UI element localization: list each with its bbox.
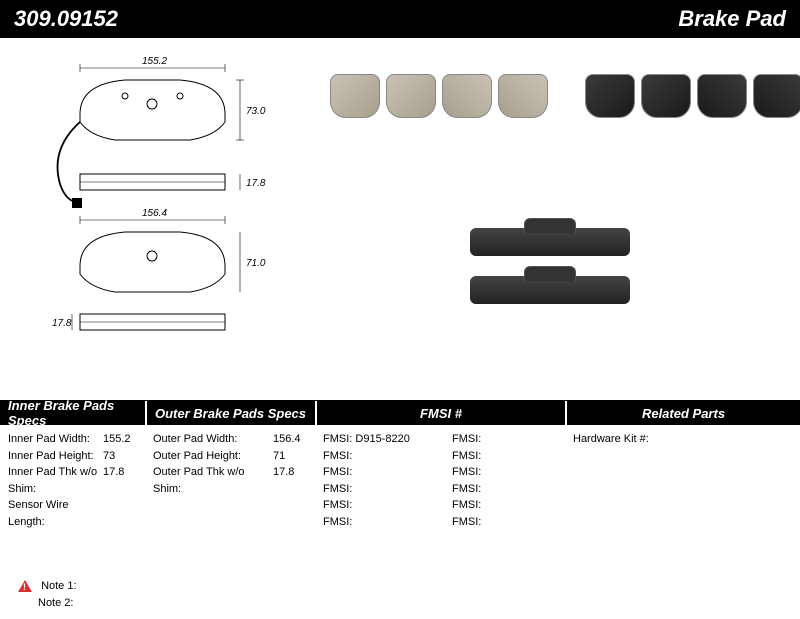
spec-label: Outer Pad Thk w/o Shim:	[153, 464, 273, 497]
pad-photo	[585, 74, 635, 118]
spec-value: 155.2	[103, 431, 137, 448]
related-col: Related Parts Hardware Kit #:	[565, 401, 800, 580]
fmsi-row: FMSI:	[323, 514, 428, 531]
related-body: Hardware Kit #:	[565, 425, 800, 454]
dim-top-thick: 17.8	[246, 178, 266, 189]
photo-side-group	[470, 228, 630, 304]
product-photos	[300, 38, 800, 400]
pad-side-photo	[470, 228, 630, 256]
spec-label: Sensor Wire Length:	[8, 497, 103, 530]
photo-group-light	[330, 74, 548, 118]
pad-photo	[498, 74, 548, 118]
header-bar: 309.09152 Brake Pad	[0, 0, 800, 38]
inner-specs-body: Inner Pad Width:155.2 Inner Pad Height:7…	[0, 425, 145, 536]
note-row: Note 2:	[18, 595, 77, 612]
fmsi-row: FMSI:	[323, 464, 428, 481]
product-type: Brake Pad	[678, 6, 786, 32]
fmsi-row: FMSI:	[452, 464, 557, 481]
technical-drawing: 155.2 73.0 17.8	[0, 38, 300, 400]
note-row: Note 1:	[18, 578, 77, 595]
pad-photo	[442, 74, 492, 118]
dim-bottom-thick: 17.8	[52, 318, 72, 329]
pad-photo	[641, 74, 691, 118]
specs-area: Inner Brake Pads Specs Inner Pad Width:1…	[0, 400, 800, 580]
fmsi-row: FMSI:	[452, 431, 557, 448]
spec-value	[758, 431, 792, 448]
outer-specs-body: Outer Pad Width:156.4 Outer Pad Height:7…	[145, 425, 315, 503]
part-number: 309.09152	[14, 6, 118, 32]
spec-value: 73	[103, 448, 137, 465]
pad-photo	[386, 74, 436, 118]
fmsi-col: FMSI # FMSI: D915-8220 FMSI: FMSI: FMSI:…	[315, 401, 565, 580]
drawing-svg: 155.2 73.0 17.8	[30, 56, 300, 396]
photo-group-dark	[585, 74, 800, 118]
inner-specs-col: Inner Brake Pads Specs Inner Pad Width:1…	[0, 401, 145, 580]
pad-photo	[697, 74, 747, 118]
spec-label: Hardware Kit #:	[573, 431, 758, 448]
fmsi-header: FMSI #	[315, 401, 565, 425]
spec-label: Inner Pad Height:	[8, 448, 103, 465]
fmsi-left: FMSI: D915-8220 FMSI: FMSI: FMSI: FMSI: …	[323, 431, 428, 530]
fmsi-right: FMSI: FMSI: FMSI: FMSI: FMSI: FMSI:	[452, 431, 557, 530]
pad-side-photo	[470, 276, 630, 304]
pad-photo	[753, 74, 800, 118]
notes-area: Note 1: Note 2:	[18, 578, 77, 611]
outer-specs-col: Outer Brake Pads Specs Outer Pad Width:1…	[145, 401, 315, 580]
fmsi-row: FMSI:	[452, 514, 557, 531]
fmsi-row: FMSI:	[323, 481, 428, 498]
spec-value: 71	[273, 448, 307, 465]
spec-value	[103, 497, 137, 530]
spec-label: Outer Pad Width:	[153, 431, 273, 448]
note1-label: Note 1:	[41, 580, 76, 592]
dim-top-height: 73.0	[246, 106, 266, 117]
pad-photo	[330, 74, 380, 118]
spec-label: Outer Pad Height:	[153, 448, 273, 465]
fmsi-row: FMSI:	[452, 481, 557, 498]
warning-icon	[18, 580, 32, 592]
spec-value: 17.8	[103, 464, 137, 497]
diagram-area: 155.2 73.0 17.8	[0, 38, 800, 400]
fmsi-row: FMSI:	[452, 497, 557, 514]
spec-label: Inner Pad Width:	[8, 431, 103, 448]
fmsi-body: FMSI: D915-8220 FMSI: FMSI: FMSI: FMSI: …	[315, 425, 565, 536]
inner-specs-header: Inner Brake Pads Specs	[0, 401, 145, 425]
spec-value: 156.4	[273, 431, 307, 448]
spec-label: Inner Pad Thk w/o Shim:	[8, 464, 103, 497]
dim-bottom-width: 156.4	[142, 208, 167, 219]
outer-specs-header: Outer Brake Pads Specs	[145, 401, 315, 425]
dim-bottom-height: 71.0	[246, 258, 266, 269]
spec-value: 17.8	[273, 464, 307, 497]
fmsi-row: FMSI:	[323, 497, 428, 514]
dim-top-width: 155.2	[142, 56, 167, 67]
fmsi-row: FMSI:	[323, 448, 428, 465]
fmsi-row: FMSI:	[452, 448, 557, 465]
related-header: Related Parts	[565, 401, 800, 425]
fmsi-row: FMSI: D915-8220	[323, 431, 428, 448]
note2-label: Note 2:	[38, 597, 73, 609]
